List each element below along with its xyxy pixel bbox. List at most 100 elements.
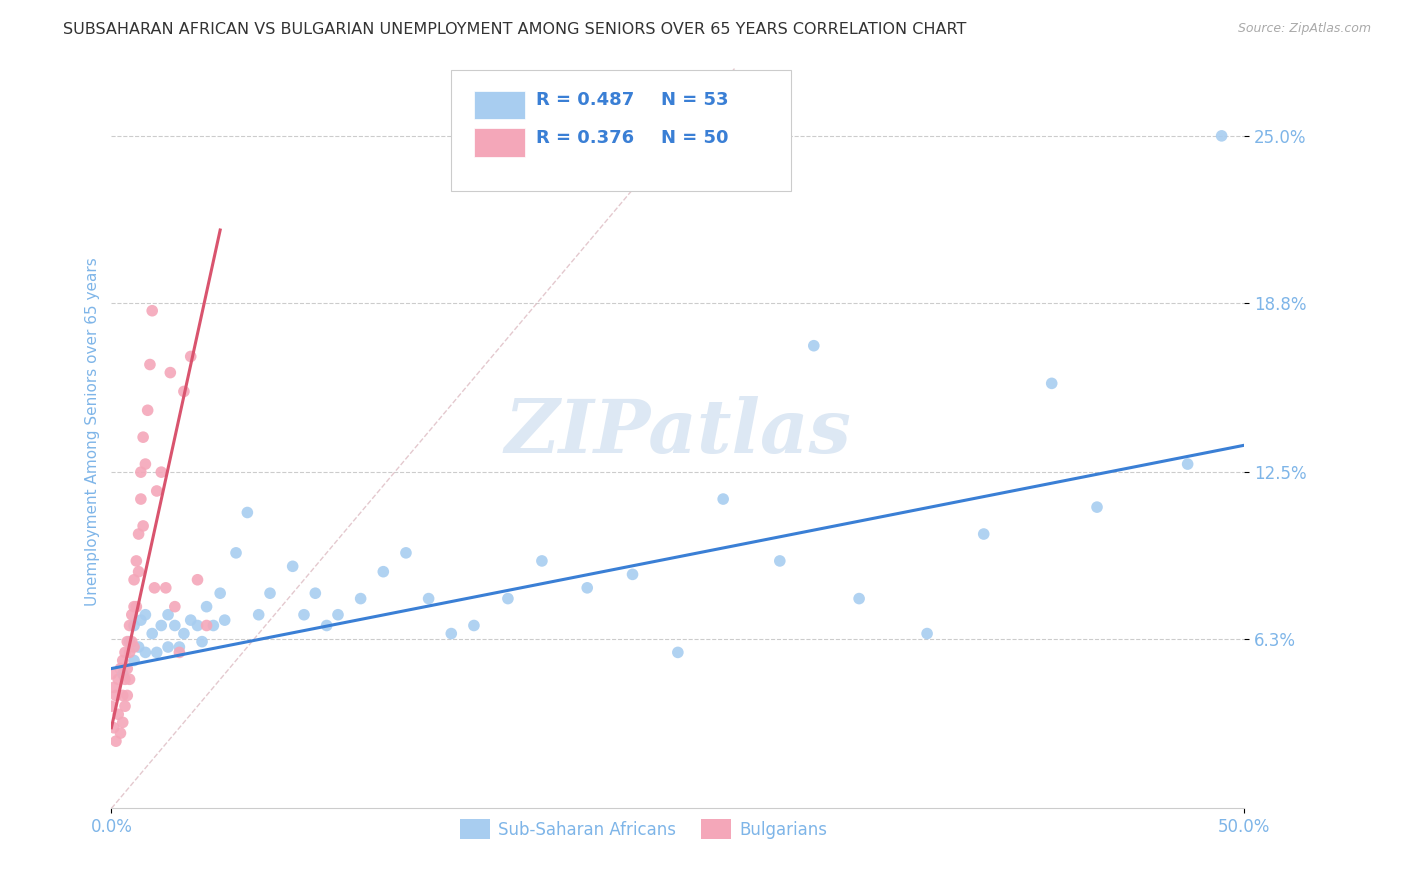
Point <box>107 707 129 722</box>
Point <box>117 634 139 648</box>
Point <box>496 591 519 606</box>
Text: SUBSAHARAN AFRICAN VS BULGARIAN UNEMPLOYMENT AMONG SENIORS OVER 65 YEARS CORRELA: SUBSAHARAN AFRICAN VS BULGARIAN UNEMPLOY… <box>63 22 967 37</box>
Point <box>111 689 134 703</box>
Point <box>107 673 129 687</box>
Point <box>121 607 143 622</box>
Point <box>202 618 225 632</box>
FancyBboxPatch shape <box>474 91 524 120</box>
Point <box>122 573 145 587</box>
Point <box>463 618 485 632</box>
Point <box>915 626 938 640</box>
Point <box>214 613 236 627</box>
Point <box>180 613 202 627</box>
Point <box>1177 457 1199 471</box>
Point <box>191 634 214 648</box>
Point <box>186 573 208 587</box>
Text: N = 50: N = 50 <box>661 129 728 147</box>
Point <box>169 640 191 654</box>
Point <box>247 607 270 622</box>
Point <box>129 613 152 627</box>
Point <box>121 634 143 648</box>
Point <box>145 645 167 659</box>
FancyBboxPatch shape <box>474 128 524 157</box>
Point <box>118 645 141 659</box>
Point <box>134 607 156 622</box>
Point <box>259 586 281 600</box>
Point <box>110 726 132 740</box>
Point <box>141 626 163 640</box>
Point <box>128 527 150 541</box>
Point <box>1211 128 1233 143</box>
Point <box>143 581 166 595</box>
Point <box>1040 376 1063 391</box>
Point <box>111 667 134 681</box>
Point <box>132 430 155 444</box>
Point <box>145 483 167 498</box>
Text: Source: ZipAtlas.com: Source: ZipAtlas.com <box>1237 22 1371 36</box>
Point <box>440 626 463 640</box>
Point <box>163 618 186 632</box>
Text: N = 53: N = 53 <box>661 91 728 110</box>
Point <box>117 689 139 703</box>
Point <box>110 661 132 675</box>
Point <box>236 506 259 520</box>
Point <box>315 618 337 632</box>
Point <box>225 546 247 560</box>
Point <box>118 673 141 687</box>
Point <box>104 734 127 748</box>
Point <box>100 667 122 681</box>
Point <box>769 554 792 568</box>
Point <box>103 721 125 735</box>
Point <box>530 554 553 568</box>
Point <box>122 618 145 632</box>
Point <box>848 591 870 606</box>
Point <box>136 403 159 417</box>
Point <box>114 699 136 714</box>
Point <box>125 599 148 614</box>
Point <box>155 581 177 595</box>
Point <box>139 358 162 372</box>
Point <box>122 653 145 667</box>
Point <box>373 565 395 579</box>
Point <box>122 640 145 654</box>
Point <box>292 607 315 622</box>
Point <box>304 586 326 600</box>
Point <box>163 599 186 614</box>
Point <box>195 618 218 632</box>
Legend: Sub-Saharan Africans, Bulgarians: Sub-Saharan Africans, Bulgarians <box>453 813 834 846</box>
Point <box>418 591 440 606</box>
Y-axis label: Unemployment Among Seniors over 65 years: Unemployment Among Seniors over 65 years <box>86 258 100 607</box>
Point <box>100 699 122 714</box>
Point <box>111 653 134 667</box>
Text: ZIPatlas: ZIPatlas <box>505 395 851 468</box>
Point <box>576 581 599 595</box>
Point <box>973 527 995 541</box>
Point <box>180 350 202 364</box>
Point <box>159 366 181 380</box>
Point <box>122 599 145 614</box>
Point <box>114 645 136 659</box>
Point <box>173 626 195 640</box>
Point <box>118 618 141 632</box>
Point <box>169 645 191 659</box>
Point <box>150 618 173 632</box>
Point <box>803 339 825 353</box>
Point <box>141 303 163 318</box>
Point <box>117 661 139 675</box>
Point <box>195 599 218 614</box>
Point <box>621 567 644 582</box>
Point <box>134 457 156 471</box>
Point <box>157 640 180 654</box>
Point <box>209 586 232 600</box>
Point <box>666 645 689 659</box>
Point <box>326 607 349 622</box>
FancyBboxPatch shape <box>451 70 792 191</box>
Point <box>104 689 127 703</box>
Point <box>128 640 150 654</box>
Point <box>103 681 125 695</box>
Point <box>118 634 141 648</box>
Point <box>129 465 152 479</box>
Point <box>173 384 195 399</box>
Point <box>134 645 156 659</box>
Point <box>132 519 155 533</box>
